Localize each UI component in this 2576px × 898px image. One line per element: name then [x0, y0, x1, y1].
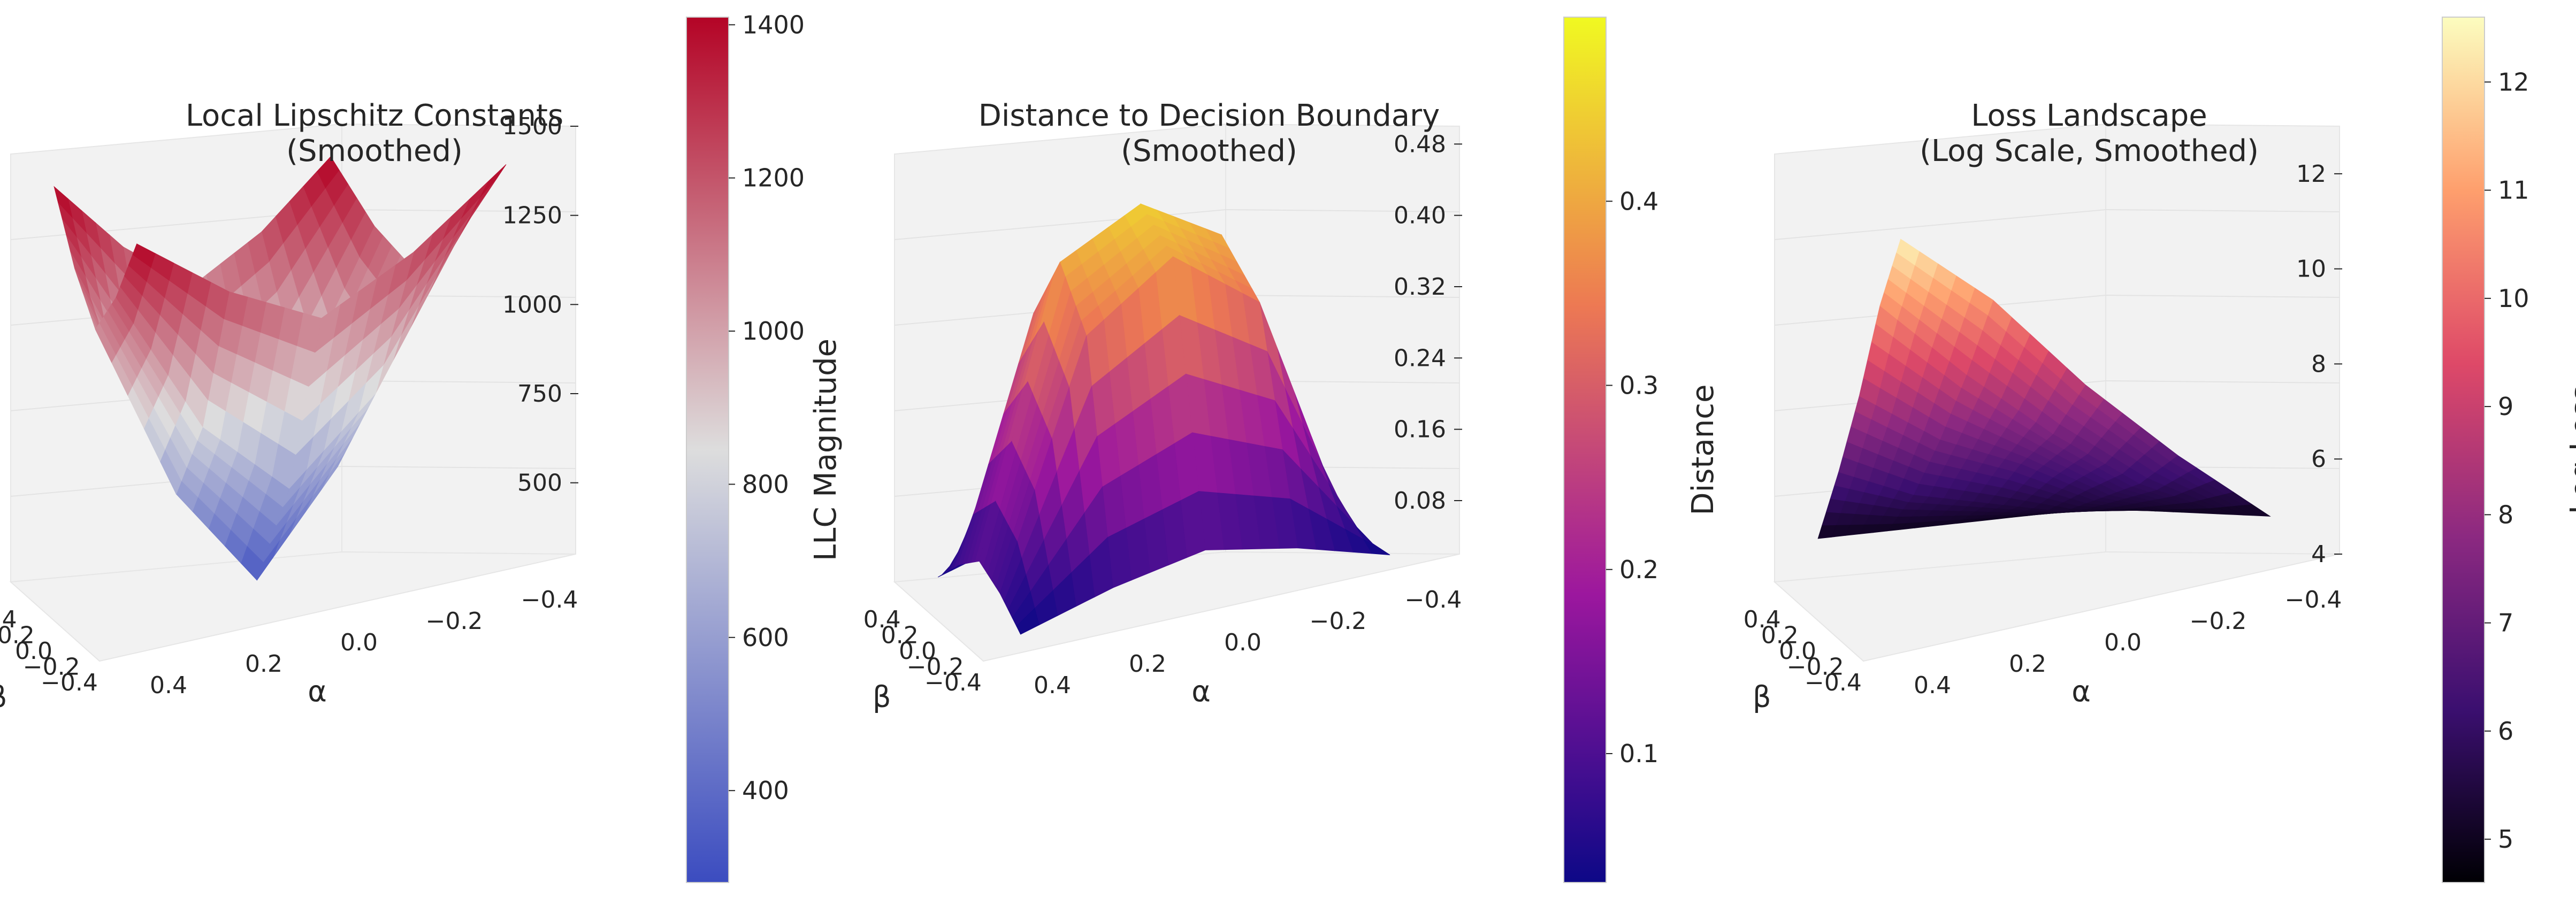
floor-pane — [9, 551, 576, 662]
chart-title: Loss Landscape (Log Scale, Smoothed) — [1920, 98, 2259, 168]
x-tick-label: −0.2 — [23, 654, 80, 681]
colorbar-tick-label: 10 — [2498, 284, 2529, 313]
z-tick-label: 0.32 — [1394, 273, 1446, 301]
x-tick-label: 0.0 — [1779, 638, 1816, 665]
z-tick-label: 0.40 — [1394, 202, 1446, 229]
x-tick-label: 0.0 — [15, 638, 52, 665]
y-tick-label: 0.4 — [1914, 672, 1951, 699]
x-tick-label: 0.2 — [881, 621, 919, 649]
z-tick-label: 750 — [517, 380, 562, 408]
y-tick-label: 0.4 — [1034, 672, 1071, 699]
colorbar-tick-label: 6 — [2498, 717, 2513, 746]
chart-title: Local Lipschitz Constants (Smoothed) — [186, 98, 563, 168]
y-axis-label: α — [308, 674, 327, 708]
x-tick-label: −0.4 — [1805, 669, 1862, 696]
x-tick-label: −0.4 — [41, 669, 98, 696]
z-tick-label: 6 — [2311, 446, 2326, 473]
surface-facet — [132, 243, 156, 268]
chart-panel-2: −0.4−0.20.00.20.4−0.4−0.20.00.20.40.080.… — [863, 17, 1721, 883]
z-tick-label: 0.08 — [1394, 487, 1446, 515]
colorbar-tick-label: 0.4 — [1619, 187, 1658, 216]
colorbar-tick-label: 1200 — [742, 164, 805, 193]
gridline — [1774, 209, 2340, 240]
colorbar-tick-label: 7 — [2498, 609, 2513, 638]
y-tick-label: −0.2 — [2190, 608, 2247, 635]
x-tick-label: 0.0 — [899, 638, 936, 665]
y-tick-label: 0.2 — [2009, 650, 2046, 678]
colorbar-tick-label: 0.2 — [1619, 555, 1658, 584]
colorbar-tick-label: 800 — [742, 470, 789, 498]
x-tick-label: 0.4 — [1744, 606, 1781, 633]
y-tick-label: 0.2 — [1129, 650, 1166, 678]
z-tick-label: 500 — [517, 470, 562, 497]
y-tick-label: 0.0 — [1224, 629, 1262, 656]
colorbar-tick-label: 1400 — [742, 10, 805, 39]
colorbar-tick-label: 12 — [2498, 67, 2529, 96]
z-tick-label: 1000 — [502, 291, 562, 318]
x-tick-label: −0.2 — [1787, 654, 1844, 681]
chart-panel-1: −0.4−0.20.00.20.4−0.4−0.20.00.20.4500750… — [0, 10, 843, 883]
y-tick-label: −0.4 — [1405, 586, 1462, 613]
gridline — [894, 209, 1460, 240]
colorbar — [1563, 17, 1607, 883]
y-tick-label: −0.2 — [1310, 608, 1367, 635]
chart-title: Distance to Decision Boundary (Smoothed) — [979, 98, 1440, 168]
y-tick-label: −0.4 — [2285, 586, 2342, 613]
colorbar-tick-label: 1000 — [742, 317, 805, 346]
colorbar — [2442, 17, 2485, 883]
colorbar-label: Distance — [1686, 385, 1721, 516]
x-axis-label: β — [0, 680, 7, 714]
colorbar-tick-label: 400 — [742, 776, 789, 805]
colorbar — [686, 17, 729, 883]
colorbar-tick-label: 8 — [2498, 500, 2513, 529]
chart-panel-3: −0.4−0.20.00.20.4−0.4−0.20.00.20.4468101… — [1744, 17, 2576, 883]
surface — [1817, 239, 2271, 539]
y-tick-label: 0.4 — [150, 672, 187, 699]
colorbar-tick-label: 5 — [2498, 825, 2513, 854]
surface-facet — [1896, 239, 1920, 266]
z-tick-label: 0.16 — [1394, 416, 1446, 443]
y-tick-label: 0.0 — [340, 629, 378, 656]
gridline — [10, 465, 576, 497]
x-tick-label: 0.2 — [0, 621, 35, 649]
surface-facet — [1016, 608, 1039, 635]
z-tick-label: 1250 — [502, 202, 562, 229]
y-tick-label: 0.2 — [245, 650, 282, 678]
z-tick-label: 12 — [2296, 160, 2326, 188]
colorbar-label: Log Loss — [2564, 386, 2576, 515]
y-tick-label: −0.4 — [521, 586, 578, 613]
surface — [937, 203, 1390, 635]
x-tick-label: 0.2 — [1761, 621, 1799, 649]
x-tick-label: 0.4 — [863, 606, 901, 633]
x-tick-label: 0.4 — [0, 606, 17, 633]
x-axis-label: β — [1753, 680, 1771, 714]
colorbar-tick-label: 0.1 — [1619, 739, 1658, 768]
z-tick-label: 1500 — [502, 113, 562, 140]
surface — [53, 156, 507, 581]
z-tick-label: 0.24 — [1394, 344, 1446, 372]
colorbar-tick-label: 600 — [742, 623, 789, 652]
z-tick-label: 10 — [2296, 256, 2326, 283]
z-tick-label: 4 — [2311, 541, 2326, 568]
colorbar-tick-label: 0.3 — [1619, 371, 1658, 400]
z-tick-label: 0.48 — [1394, 131, 1446, 158]
x-tick-label: −0.4 — [924, 669, 982, 696]
y-axis-label: α — [2071, 674, 2091, 708]
floor-pane — [1773, 551, 2340, 662]
x-axis-label: β — [873, 680, 891, 714]
colorbar-tick-label: 11 — [2498, 176, 2529, 205]
colorbar-tick-label: 9 — [2498, 392, 2513, 421]
colorbar-label: LLC Magnitude — [808, 339, 843, 561]
y-tick-label: −0.2 — [426, 608, 483, 635]
z-tick-label: 8 — [2311, 350, 2326, 378]
y-tick-label: 0.0 — [2104, 629, 2142, 656]
y-axis-label: α — [1191, 674, 1211, 708]
x-tick-label: −0.2 — [907, 654, 964, 681]
